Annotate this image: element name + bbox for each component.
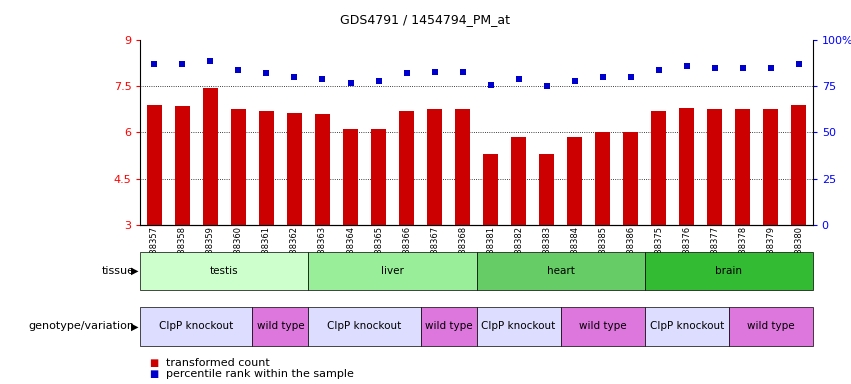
Text: testis: testis: [210, 266, 239, 276]
Bar: [308, 307, 420, 346]
Bar: [511, 137, 526, 225]
Point: [680, 63, 694, 69]
Bar: [623, 132, 638, 225]
Point: [596, 74, 609, 80]
Text: GDS4791 / 1454794_PM_at: GDS4791 / 1454794_PM_at: [340, 13, 511, 26]
Text: ▶: ▶: [131, 321, 139, 331]
Point: [624, 74, 637, 80]
Bar: [308, 252, 477, 290]
Text: brain: brain: [715, 266, 742, 276]
Bar: [399, 111, 414, 225]
Text: tissue: tissue: [101, 266, 134, 276]
Text: liver: liver: [381, 266, 404, 276]
Text: ClpP knockout: ClpP knockout: [649, 321, 724, 331]
Bar: [595, 132, 610, 225]
Text: ClpP knockout: ClpP knockout: [328, 321, 402, 331]
Point: [652, 67, 665, 73]
Text: ClpP knockout: ClpP knockout: [159, 321, 233, 331]
Point: [428, 69, 442, 75]
Bar: [645, 252, 813, 290]
Bar: [791, 105, 807, 225]
Bar: [539, 154, 554, 225]
Point: [568, 78, 581, 84]
Bar: [645, 307, 728, 346]
Text: ■: ■: [149, 358, 158, 368]
Text: ClpP knockout: ClpP knockout: [482, 321, 556, 331]
Text: wild type: wild type: [579, 321, 626, 331]
Bar: [253, 307, 308, 346]
Bar: [567, 137, 582, 225]
Point: [483, 81, 497, 88]
Bar: [140, 252, 308, 290]
Bar: [454, 109, 471, 225]
Bar: [728, 307, 813, 346]
Bar: [343, 129, 358, 225]
Point: [792, 61, 806, 67]
Point: [511, 76, 525, 82]
Point: [344, 79, 357, 86]
Bar: [315, 114, 330, 225]
Bar: [420, 307, 477, 346]
Bar: [679, 108, 694, 225]
Point: [400, 70, 414, 76]
Text: ■: ■: [149, 369, 158, 379]
Bar: [174, 106, 190, 225]
Point: [175, 61, 189, 67]
Point: [372, 78, 386, 84]
Point: [147, 61, 161, 67]
Bar: [203, 88, 218, 225]
Point: [316, 76, 329, 82]
Text: genotype/variation: genotype/variation: [28, 321, 134, 331]
Bar: [651, 111, 666, 225]
Bar: [707, 109, 722, 225]
Point: [260, 70, 273, 76]
Bar: [259, 111, 274, 225]
Bar: [477, 307, 561, 346]
Point: [203, 58, 217, 64]
Text: transformed count: transformed count: [166, 358, 270, 368]
Bar: [146, 105, 163, 225]
Point: [540, 83, 553, 89]
Text: heart: heart: [546, 266, 574, 276]
Bar: [483, 154, 499, 225]
Text: percentile rank within the sample: percentile rank within the sample: [166, 369, 354, 379]
Bar: [140, 307, 253, 346]
Text: wild type: wild type: [425, 321, 472, 331]
Text: ▶: ▶: [131, 266, 139, 276]
Point: [288, 74, 301, 80]
Point: [764, 65, 778, 71]
Text: wild type: wild type: [747, 321, 795, 331]
Bar: [735, 109, 751, 225]
Bar: [427, 109, 443, 225]
Point: [708, 65, 722, 71]
Point: [456, 69, 470, 75]
Bar: [287, 113, 302, 225]
Point: [231, 67, 245, 73]
Bar: [763, 109, 779, 225]
Point: [736, 65, 750, 71]
Bar: [371, 129, 386, 225]
Bar: [231, 109, 246, 225]
Bar: [561, 307, 645, 346]
Bar: [477, 252, 645, 290]
Text: wild type: wild type: [257, 321, 305, 331]
